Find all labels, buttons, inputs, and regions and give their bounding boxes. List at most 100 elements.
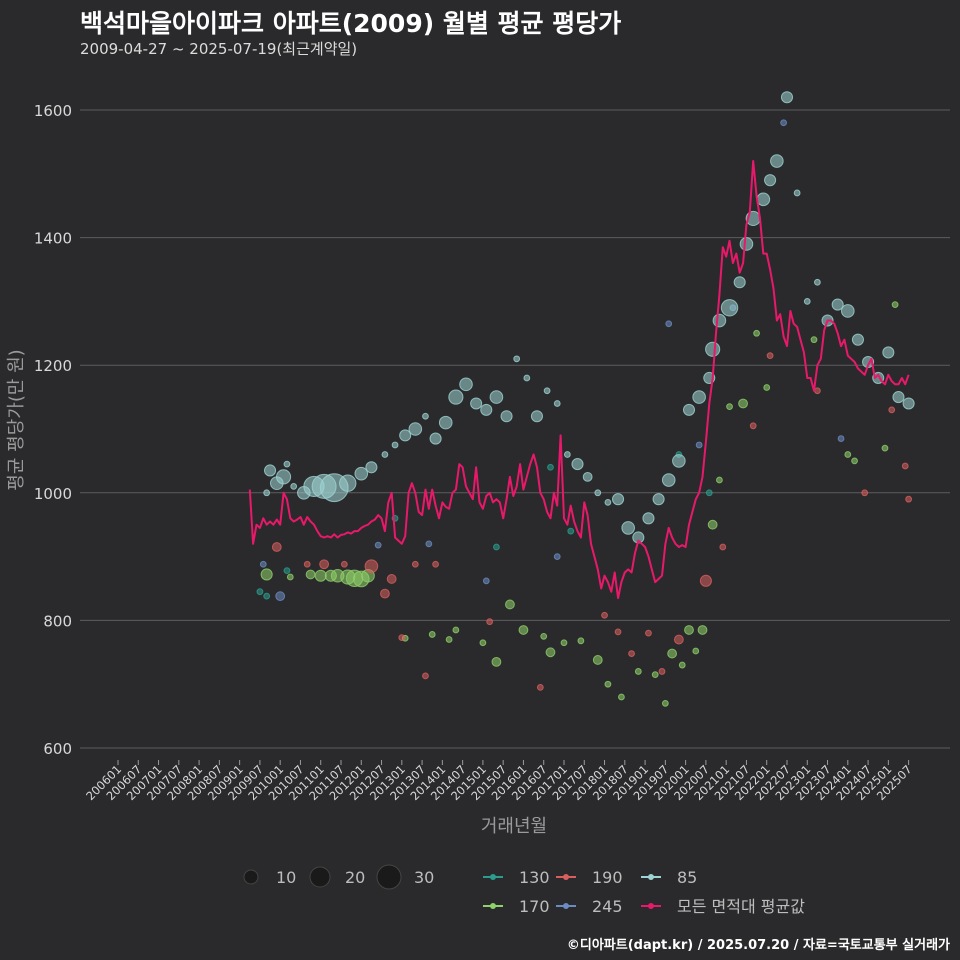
legend-dot: [490, 903, 496, 909]
avg-price-line: [248, 160, 910, 600]
credit-text: ©디아파트(dapt.kr) / 2025.07.20 / 자료=국토교통부 실…: [566, 938, 950, 953]
scatter-point-170: [518, 625, 529, 635]
scatter-point-170: [479, 639, 487, 647]
scatter-point-245: [482, 577, 490, 585]
scatter-point-245: [259, 560, 267, 568]
size-legend-label: 20: [345, 868, 365, 887]
scatter-point-170: [692, 647, 700, 655]
scatter-point-130: [263, 592, 271, 600]
scatter-point-190: [699, 574, 712, 587]
legend-dot: [648, 874, 654, 880]
scatter-point-190: [386, 574, 397, 584]
scatter-point-190: [536, 684, 544, 691]
scatter-point-170: [491, 656, 502, 667]
y-tick-label: 1000: [34, 485, 72, 503]
scatter-point-190: [901, 462, 909, 470]
y-tick-label: 1400: [34, 230, 72, 248]
scatter-point-130: [705, 489, 713, 497]
scatter-point-85: [275, 469, 292, 485]
scatter-point-245: [665, 320, 673, 328]
scatter-point-170: [560, 639, 568, 647]
legend-label: 모든 면적대 평균값: [677, 897, 805, 916]
scatter-point-85: [661, 473, 676, 487]
scatter-point-170: [634, 668, 642, 675]
legend-dot: [490, 874, 496, 880]
scatter-point-85: [733, 276, 746, 289]
chart-subtitle: 2009-04-27 ~ 2025-07-19(최근계약일): [80, 40, 358, 58]
scatter-point-85: [682, 403, 696, 416]
scatter-point-170: [881, 444, 889, 452]
scatter-point-85: [756, 192, 771, 207]
legend-label: 190: [592, 868, 623, 887]
scatter-point-245: [553, 553, 561, 560]
legend-label: 245: [592, 897, 623, 916]
scatter-point-190: [411, 560, 419, 568]
scatter-point-85: [438, 415, 453, 430]
scatter-point-170: [753, 329, 760, 337]
scatter-point-85: [692, 390, 706, 404]
scatter-point-85: [513, 355, 521, 363]
scatter-point-190: [319, 559, 330, 570]
scatter-point-130: [283, 567, 291, 575]
scatter-point-170: [707, 519, 718, 530]
scatter-point-85: [264, 464, 277, 477]
size-legend-marker: [309, 866, 331, 888]
scatter-point-170: [260, 568, 273, 581]
scatter-point-130: [547, 463, 554, 471]
scatter-point-85: [652, 493, 665, 506]
scatter-point-85: [814, 278, 821, 286]
scatter-point-85: [831, 298, 844, 311]
scatter-point-170: [726, 403, 733, 411]
scatter-point-85: [642, 512, 655, 525]
scatter-point-245: [780, 119, 787, 127]
scatter-point-85: [720, 299, 739, 317]
size-legend-marker: [243, 869, 259, 885]
legend: 10 20 30 130 190 85 170 245 모든 면적대 평균값: [243, 864, 805, 916]
scatter-point-170: [618, 693, 625, 701]
chart-title: 백석마을아이파크 아파트(2009) 월별 평균 평당가: [80, 9, 622, 38]
scatter-point-170: [428, 631, 436, 638]
scatter-point-85: [582, 471, 593, 482]
scatter-point-85: [892, 391, 905, 404]
scatter-point-245: [837, 435, 845, 442]
scatter-point-85: [489, 390, 504, 404]
legend-label: 130: [519, 868, 550, 887]
scatter-point-170: [667, 648, 678, 659]
scatter-point-170: [763, 384, 771, 391]
scatter-point-85: [470, 397, 483, 410]
scatter-point-85: [381, 451, 389, 458]
scatter-point-85: [612, 493, 625, 506]
scatter-point-85: [705, 341, 721, 357]
scatter-point-190: [364, 559, 379, 573]
scatter-point-170: [678, 661, 686, 669]
scatter-point-170: [851, 457, 858, 465]
grid-layer: [80, 109, 950, 749]
scatter-point-85: [354, 466, 369, 481]
scatter-point-85: [339, 474, 357, 492]
scatter-point-170: [684, 625, 694, 635]
scatter-point-85: [851, 333, 864, 346]
scatter-point-85: [283, 460, 291, 468]
scatter-point-245: [374, 541, 382, 549]
scatter-point-170: [540, 632, 548, 640]
scatter-point-85: [500, 410, 513, 423]
scatter-point-190: [380, 588, 390, 599]
scatter-point-85: [563, 451, 571, 458]
scatter-point-190: [749, 422, 757, 430]
scatter-point-85: [571, 458, 584, 471]
scatter-point-190: [271, 542, 282, 552]
scatter-point-190: [486, 618, 494, 626]
legend-dot: [563, 903, 569, 909]
scatter-layer: [256, 91, 915, 707]
scatter-point-190: [658, 668, 666, 675]
scatter-point-85: [594, 489, 602, 497]
scatter-point-170: [286, 573, 294, 581]
scatter-point-85: [429, 432, 442, 445]
scatter-point-130: [493, 543, 500, 551]
scatter-point-85: [543, 387, 551, 395]
scatter-point-85: [793, 189, 801, 197]
scatter-point-190: [628, 650, 635, 657]
scatter-point-85: [672, 454, 686, 468]
y-tick-label: 1600: [34, 102, 72, 120]
